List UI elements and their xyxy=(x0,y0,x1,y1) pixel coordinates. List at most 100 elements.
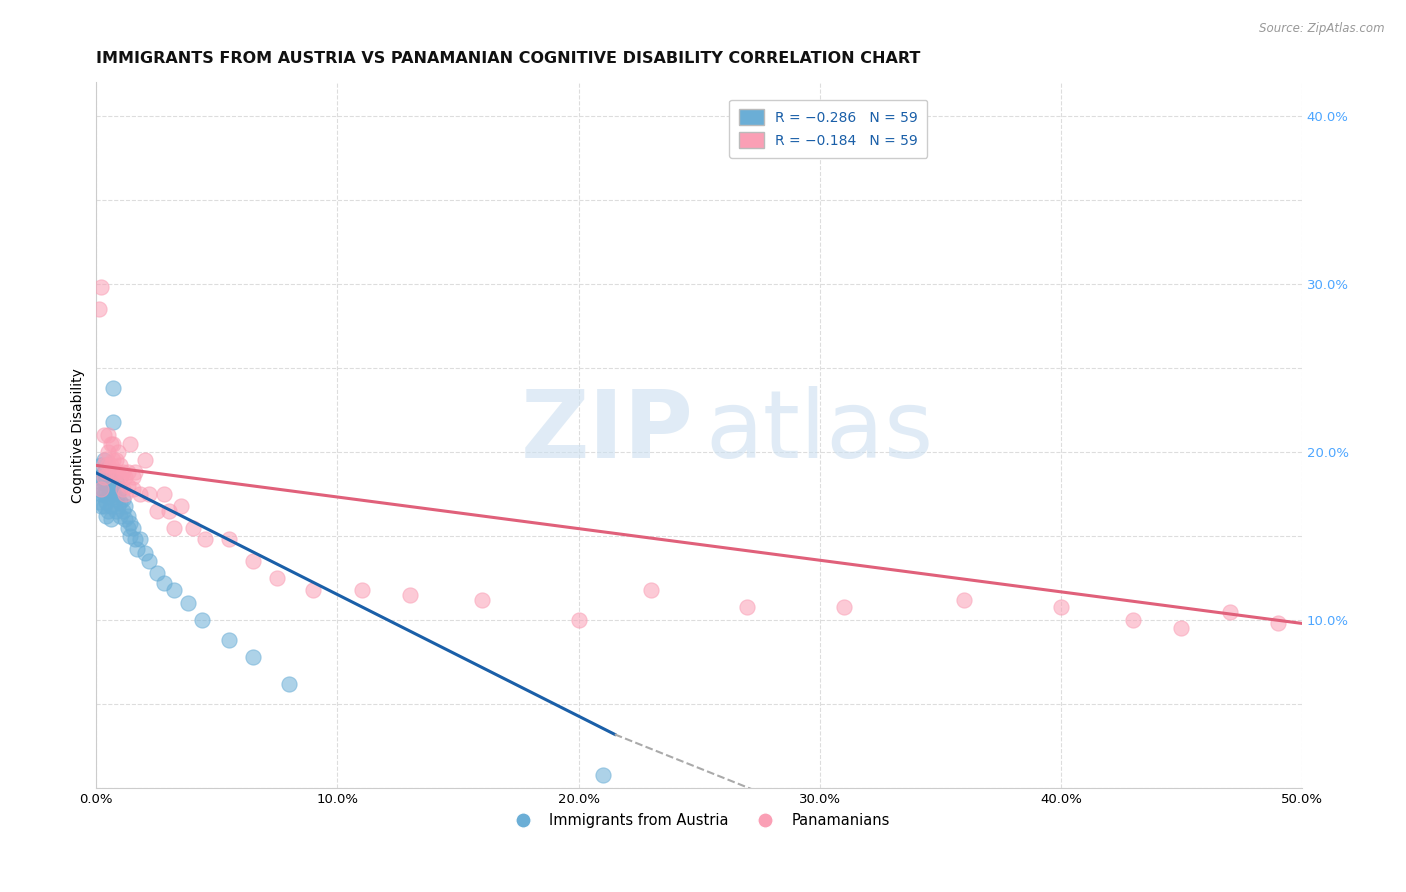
Point xyxy=(111,491,134,506)
Point xyxy=(93,458,115,473)
Point xyxy=(103,436,125,450)
Point xyxy=(100,512,122,526)
Point xyxy=(103,487,125,501)
Point xyxy=(93,475,115,490)
Point xyxy=(162,520,184,534)
Point xyxy=(568,613,591,627)
Point xyxy=(1050,599,1073,614)
Point xyxy=(103,415,125,429)
Point xyxy=(107,445,129,459)
Point xyxy=(90,458,112,473)
Point xyxy=(134,546,156,560)
Point xyxy=(138,554,160,568)
Point xyxy=(120,516,142,530)
Point xyxy=(94,495,117,509)
Point xyxy=(124,533,146,547)
Point xyxy=(737,599,759,614)
Point xyxy=(104,504,127,518)
Point xyxy=(832,599,855,614)
Point xyxy=(90,280,112,294)
Point xyxy=(117,508,139,523)
Point xyxy=(138,487,160,501)
Point xyxy=(97,491,120,505)
Point xyxy=(117,520,139,534)
Point xyxy=(100,458,122,473)
Point xyxy=(94,485,117,500)
Point xyxy=(1122,613,1144,627)
Point xyxy=(181,520,204,534)
Point xyxy=(110,458,132,473)
Point xyxy=(120,529,142,543)
Point xyxy=(145,566,167,580)
Point xyxy=(90,499,112,513)
Point xyxy=(471,593,494,607)
Point xyxy=(94,465,117,479)
Point xyxy=(170,499,193,513)
Point xyxy=(121,482,143,496)
Point xyxy=(117,478,139,492)
Point xyxy=(87,301,110,316)
Point xyxy=(94,462,117,476)
Point xyxy=(104,465,127,479)
Point xyxy=(100,485,122,500)
Point xyxy=(242,554,264,568)
Point xyxy=(90,482,112,496)
Y-axis label: Cognitive Disability: Cognitive Disability xyxy=(72,368,86,502)
Point xyxy=(111,465,134,479)
Point xyxy=(114,470,136,484)
Point xyxy=(104,453,127,467)
Point xyxy=(90,475,112,490)
Point xyxy=(110,495,132,509)
Point xyxy=(114,487,136,501)
Point xyxy=(127,542,149,557)
Point xyxy=(350,582,373,597)
Point xyxy=(110,470,132,484)
Point xyxy=(111,504,134,518)
Point xyxy=(128,533,150,547)
Point xyxy=(87,495,110,509)
Point xyxy=(107,499,129,513)
Point xyxy=(87,482,110,496)
Point xyxy=(107,487,129,501)
Point xyxy=(104,491,127,506)
Point xyxy=(145,504,167,518)
Point xyxy=(134,453,156,467)
Point xyxy=(111,482,134,496)
Point xyxy=(93,453,115,467)
Point xyxy=(94,508,117,523)
Point xyxy=(177,596,200,610)
Text: Source: ZipAtlas.com: Source: ZipAtlas.com xyxy=(1260,22,1385,36)
Point xyxy=(114,512,136,526)
Text: IMMIGRANTS FROM AUSTRIA VS PANAMANIAN COGNITIVE DISABILITY CORRELATION CHART: IMMIGRANTS FROM AUSTRIA VS PANAMANIAN CO… xyxy=(97,51,921,66)
Point xyxy=(110,508,132,523)
Point xyxy=(218,533,240,547)
Point xyxy=(953,593,976,607)
Point xyxy=(97,478,120,492)
Point xyxy=(100,436,122,450)
Point xyxy=(157,504,180,518)
Point xyxy=(121,470,143,484)
Point xyxy=(640,582,662,597)
Point xyxy=(121,520,143,534)
Point xyxy=(117,465,139,479)
Point xyxy=(97,504,120,518)
Text: atlas: atlas xyxy=(706,385,934,477)
Point xyxy=(1170,622,1192,636)
Text: ZIP: ZIP xyxy=(520,385,693,477)
Point xyxy=(194,533,217,547)
Point xyxy=(278,677,301,691)
Point xyxy=(97,428,120,442)
Point xyxy=(93,487,115,501)
Point xyxy=(93,499,115,513)
Point xyxy=(110,482,132,496)
Point xyxy=(218,633,240,648)
Point xyxy=(242,650,264,665)
Point xyxy=(266,571,288,585)
Point xyxy=(162,582,184,597)
Point xyxy=(100,499,122,513)
Point xyxy=(103,381,125,395)
Point xyxy=(103,453,125,467)
Point xyxy=(93,465,115,479)
Point xyxy=(90,487,112,501)
Point xyxy=(398,588,420,602)
